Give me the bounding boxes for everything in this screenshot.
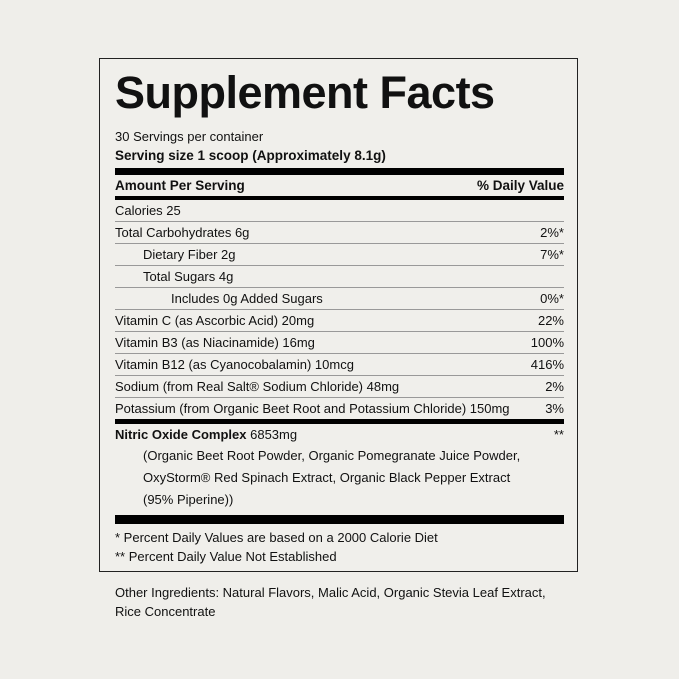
nutrient-row: Vitamin B12 (as Cyanocobalamin) 10mcg 416… [115, 354, 564, 376]
complex-name: Nitric Oxide Complex [115, 427, 247, 442]
nutrient-dv: 22% [537, 313, 564, 328]
nutrient-label: Vitamin B3 (as Niacinamide) 16mg [115, 335, 315, 350]
nutrient-row: Total Carbohydrates 6g 2%* [115, 222, 564, 244]
nutrient-dv: 416% [530, 357, 564, 372]
servings-per-container: 30 Servings per container [115, 129, 264, 144]
nutrient-dv: 3% [545, 401, 564, 416]
supplement-facts-panel: Supplement Facts 30 Servings per contain… [99, 58, 578, 572]
nutrient-label: Vitamin C (as Ascorbic Acid) 20mg [115, 313, 315, 328]
nutrient-dv: 2% [545, 379, 564, 394]
nutrient-label: Calories 25 [115, 203, 181, 218]
nutrient-row: Includes 0g Added Sugars 0%* [115, 288, 564, 310]
nutrient-label: Dietary Fiber 2g [143, 247, 236, 262]
complex-amount: 6853mg [250, 427, 298, 442]
daily-value-label: % Daily Value [476, 178, 564, 193]
nutrient-dv: 7%* [540, 247, 564, 262]
complex-ingredients-line: OxyStorm® Red Spinach Extract, Organic B… [143, 470, 511, 485]
nutrient-row: Sodium (from Real Salt® Sodium Chloride)… [115, 376, 564, 398]
nutrient-row: Vitamin C (as Ascorbic Acid) 20mg 22% [115, 310, 564, 332]
nutrient-row: Dietary Fiber 2g 7%* [115, 244, 564, 266]
nutrient-label: Potassium (from Organic Beet Root and Po… [115, 401, 510, 416]
table-header: Amount Per Serving % Daily Value [115, 175, 564, 196]
serving-size: Serving size 1 scoop (Approximately 8.1g… [115, 148, 386, 163]
panel-title: Supplement Facts [115, 67, 495, 118]
complex-ingredients-line: (95% Piperine)) [143, 492, 234, 507]
complex-ingredients-line: (Organic Beet Root Powder, Organic Pomeg… [143, 448, 521, 463]
nutrient-dv: 2%* [540, 225, 564, 240]
nutrient-label: Vitamin B12 (as Cyanocobalamin) 10mcg [115, 357, 354, 372]
complex-row: Nitric Oxide Complex 6853mg ** [115, 424, 564, 445]
nutrient-dv: 0%* [540, 291, 564, 306]
nutrient-label: Total Carbohydrates 6g [115, 225, 250, 240]
nutrient-label: Sodium (from Real Salt® Sodium Chloride)… [115, 379, 400, 394]
header-divider [115, 196, 564, 200]
thick-divider [115, 419, 564, 424]
footnote: ** Percent Daily Value Not Established [115, 549, 337, 564]
nutrient-label: Includes 0g Added Sugars [171, 291, 323, 306]
thick-divider [115, 168, 564, 175]
nutrient-label: Total Sugars 4g [143, 269, 234, 284]
complex-dv: ** [553, 427, 564, 442]
other-ingredients: Other Ingredients: Natural Flavors, Mali… [115, 585, 546, 619]
nutrient-row: Calories 25 [115, 200, 564, 222]
amount-per-serving-label: Amount Per Serving [115, 178, 245, 193]
footnote: * Percent Daily Values are based on a 20… [115, 530, 438, 545]
nutrient-row: Vitamin B3 (as Niacinamide) 16mg 100% [115, 332, 564, 354]
nutrient-row: Total Sugars 4g [115, 266, 564, 288]
thick-divider [115, 515, 564, 524]
nutrient-dv: 100% [530, 335, 564, 350]
nutrient-row: Potassium (from Organic Beet Root and Po… [115, 398, 564, 419]
